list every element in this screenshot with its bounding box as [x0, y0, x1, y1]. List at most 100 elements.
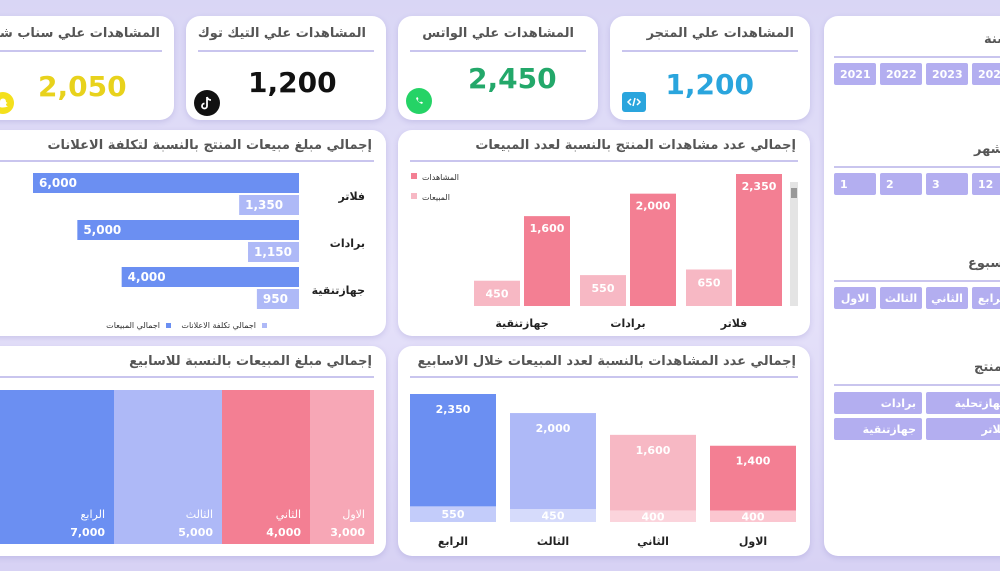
chart-card-sales-vs-ads: إجمالي مبلغ مبيعات المنتج بالنسبة لتكلفة…	[0, 130, 386, 336]
divider	[410, 50, 586, 52]
category-label: فلاتر	[337, 190, 365, 203]
bar-label: 1,150	[254, 245, 292, 259]
bar-label: 1,600	[530, 222, 565, 235]
product-chip-tahlia[interactable]: جهازتحلية	[926, 392, 1000, 414]
month-chip-3[interactable]: 3	[926, 173, 968, 195]
bar-sales	[474, 280, 520, 306]
legend-label: المشاهدات	[422, 173, 459, 182]
block-label: الاول	[342, 508, 365, 521]
month-chip-1[interactable]: 1	[834, 173, 876, 195]
block-label: الثالث	[186, 508, 213, 521]
kpi-value: 2,450	[468, 62, 557, 95]
chart-title: إجمالي مبلغ مبيعات المنتج بالنسبة لتكلفة…	[47, 138, 372, 153]
block-value: 5,000	[178, 526, 213, 539]
year-chip-2024[interactable]: 2024	[972, 63, 1000, 85]
legend-swatch	[166, 323, 171, 328]
bar-views	[710, 445, 796, 511]
week-chip-second[interactable]: الثاني	[926, 287, 968, 309]
product-chip-barradat[interactable]: برادات	[834, 392, 922, 414]
bar-sales	[33, 173, 299, 193]
snapchat-icon	[0, 92, 14, 114]
tiktok-icon	[194, 90, 220, 116]
bar-sales	[610, 510, 696, 522]
bar-label: 400	[642, 510, 665, 523]
bar-sales	[121, 267, 299, 287]
treemap-block	[0, 390, 114, 544]
block-value: 7,000	[70, 526, 105, 539]
kpi-value: 2,050	[38, 70, 127, 103]
kpi-title: المشاهدات علي المتجر	[646, 26, 794, 41]
bar-label: 450	[542, 510, 565, 523]
bar-ads	[248, 242, 299, 262]
bar-label: 2,350	[436, 403, 471, 416]
month-chip-12[interactable]: 12	[972, 173, 1000, 195]
bar-sales	[580, 275, 626, 306]
code-icon	[622, 92, 646, 112]
category-label: الثاني	[637, 535, 669, 548]
bar-views	[736, 174, 782, 306]
divider	[834, 56, 1000, 58]
category-label: الثالث	[537, 535, 569, 548]
divider	[410, 376, 798, 378]
kpi-title: المشاهدات علي التيك توك	[197, 26, 366, 41]
divider	[198, 50, 374, 52]
divider	[622, 50, 798, 52]
year-chip-2022[interactable]: 2022	[880, 63, 922, 85]
divider	[410, 160, 798, 162]
category-label: جهازتنقية	[495, 317, 548, 330]
divider	[0, 160, 374, 162]
bar-views	[524, 216, 570, 306]
legend-label: المبيعات	[422, 193, 450, 202]
category-label: برادات	[610, 317, 645, 330]
chart-card-views-vs-sales: إجمالي عدد مشاهدات المنتج بالنسبة لعدد ا…	[398, 130, 810, 336]
filter-title-year: السنة	[984, 32, 1000, 47]
bar-views	[610, 434, 696, 511]
bar-label: 650	[698, 276, 721, 289]
bar-sales	[410, 506, 496, 522]
bar-label: 950	[263, 292, 288, 306]
whatsapp-icon	[406, 88, 432, 114]
category-label: فلاتر	[720, 317, 748, 330]
block-label: الرابع	[81, 508, 105, 521]
filter-title-week: الاسبوع	[968, 256, 1000, 271]
week-chip-third[interactable]: الثالث	[880, 287, 922, 309]
scrollbar-track	[790, 182, 798, 306]
divider	[834, 384, 1000, 386]
bar-label: 1,600	[636, 444, 671, 457]
divider	[834, 166, 1000, 168]
bar-sales	[686, 269, 732, 306]
bar-label: 2,000	[636, 200, 671, 213]
bar-label: 1,400	[736, 455, 771, 468]
divider	[0, 50, 162, 52]
bar-label: 550	[592, 282, 615, 295]
chart-title: إجمالي عدد مشاهدات المنتج بالنسبة لعدد ا…	[475, 138, 796, 153]
kpi-card-whatsapp: المشاهدات علي الواتس 2,450	[398, 16, 598, 120]
weekly-sales-treemap: الرابع 7,000 الثالث 5,000 الثاني 4,000 الاول 3,…	[0, 390, 374, 544]
month-chip-2[interactable]: 2	[880, 173, 922, 195]
bar-ads	[239, 195, 299, 215]
year-chip-2023[interactable]: 2023	[926, 63, 968, 85]
bar-label: 400	[742, 510, 765, 523]
product-chip-tanqia[interactable]: جهازتنقية	[834, 418, 922, 440]
week-chip-first[interactable]: الاول	[834, 287, 876, 309]
block-value: 3,000	[330, 526, 365, 539]
block-value: 4,000	[266, 526, 301, 539]
year-chip-2021[interactable]: 2021	[834, 63, 876, 85]
kpi-value: 1,200	[248, 66, 337, 99]
block-label: الثاني	[276, 508, 301, 521]
weekly-stacked-bar-chart: 2,350 550 الرابع 2,000 450 الثالث 1,600 400 الثا…	[410, 394, 796, 548]
legend-label: اجمالي تكلفة الاعلانات	[181, 321, 256, 330]
category-label: جهازتنقية	[312, 284, 365, 297]
bar-sales	[710, 510, 796, 522]
treemap-block	[310, 390, 374, 544]
bar-views	[410, 394, 496, 507]
product-chip-filters[interactable]: فلاتر	[926, 418, 1000, 440]
kpi-title: المشاهدات علي سناب شات	[0, 26, 160, 41]
kpi-card-tiktok: المشاهدات علي التيك توك 1,200	[186, 16, 386, 120]
bar-label: 4,000	[128, 270, 166, 284]
week-chip-fourth[interactable]: الرابع	[972, 287, 1000, 309]
kpi-value: 1,200	[665, 68, 754, 101]
filter-title-product: المنتج	[974, 360, 1000, 375]
kpi-card-snapchat: المشاهدات علي سناب شات 2,050	[0, 16, 174, 120]
filter-title-month: الشهر	[974, 142, 1000, 157]
